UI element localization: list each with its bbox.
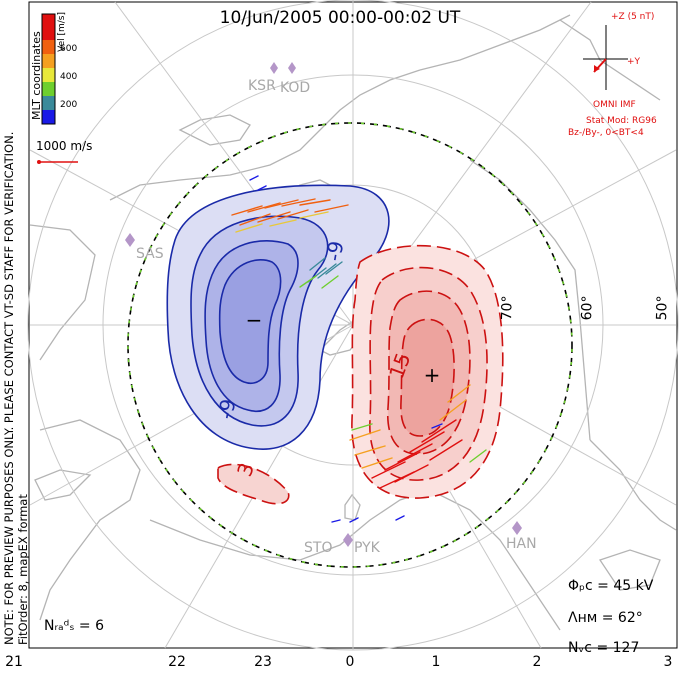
site-label-ksr: KSR — [248, 78, 276, 94]
colorbar-tick-400: 400 — [60, 72, 78, 82]
imf-z-label: +Z (5 nT) — [611, 12, 655, 22]
imf-clock — [583, 25, 628, 90]
hm-boundary-green — [127, 122, 573, 568]
mlt-label-23: 23 — [254, 654, 272, 670]
hm-boundary-latitude: Λʜᴍ = 62° — [568, 610, 643, 626]
imf-y-label: +Y — [627, 57, 641, 67]
potential-max-marker: + — [424, 363, 441, 387]
mlt-label-0: 0 — [345, 654, 355, 670]
radar-site-markers — [125, 62, 522, 547]
stat-model-label: Stat Mod: RG96 — [586, 116, 657, 126]
velocity-count: Nᵥᴄ = 127 — [568, 640, 640, 656]
latitude-label-60: 60° — [578, 295, 596, 321]
mlt-label-22: 22 — [168, 654, 186, 670]
site-label-kod: KOD — [280, 80, 311, 96]
potential-min-marker: − — [246, 308, 263, 332]
cross-polar-potential: Φₚᴄ = 45 kV — [568, 578, 654, 594]
coastlines — [29, 14, 677, 631]
preview-note: NOTE: FOR PREVIEW PURPOSES ONLY. PLEASE … — [2, 131, 16, 645]
site-label-pyk: PYK — [354, 540, 380, 556]
radar-count: Nᵣₐᵈₛ = 6 — [44, 618, 105, 634]
map-title: 10/Jun/2005 00:00-00:02 UT — [219, 8, 461, 28]
contour-label-neg-1: -9 — [321, 239, 348, 263]
velocity-reference-label: 1000 m/s — [36, 139, 93, 153]
coordinate-system-label: MLT coordinates — [30, 31, 43, 120]
contour-label-neg-2: -9 — [213, 397, 240, 421]
latitude-label-50: 50° — [653, 295, 671, 321]
velocity-colorbar — [41, 13, 56, 125]
mlt-label-1: 1 — [431, 654, 441, 670]
site-label-sto: STO — [304, 540, 333, 556]
velocity-reference-vector — [37, 160, 78, 164]
colorbar-tick-600: 600 — [60, 44, 78, 54]
site-label-sas: SAS — [136, 246, 164, 262]
mlt-label-2: 2 — [532, 654, 542, 670]
fit-order-note: FitOrder: 8, mapEX format — [16, 494, 30, 645]
imf-condition-label: Bz-/By-, 0<BT<4 — [568, 128, 644, 138]
mlt-label-21: 21 — [5, 654, 23, 670]
mlt-label-3: 3 — [663, 654, 673, 670]
site-label-han: HAN — [506, 536, 537, 552]
colorbar-tick-200: 200 — [60, 100, 78, 110]
imf-title: OMNI IMF — [593, 100, 636, 110]
velocity-vectors — [231, 175, 487, 523]
latitude-label-70: 70° — [498, 295, 516, 321]
negative-cell — [166, 184, 390, 450]
